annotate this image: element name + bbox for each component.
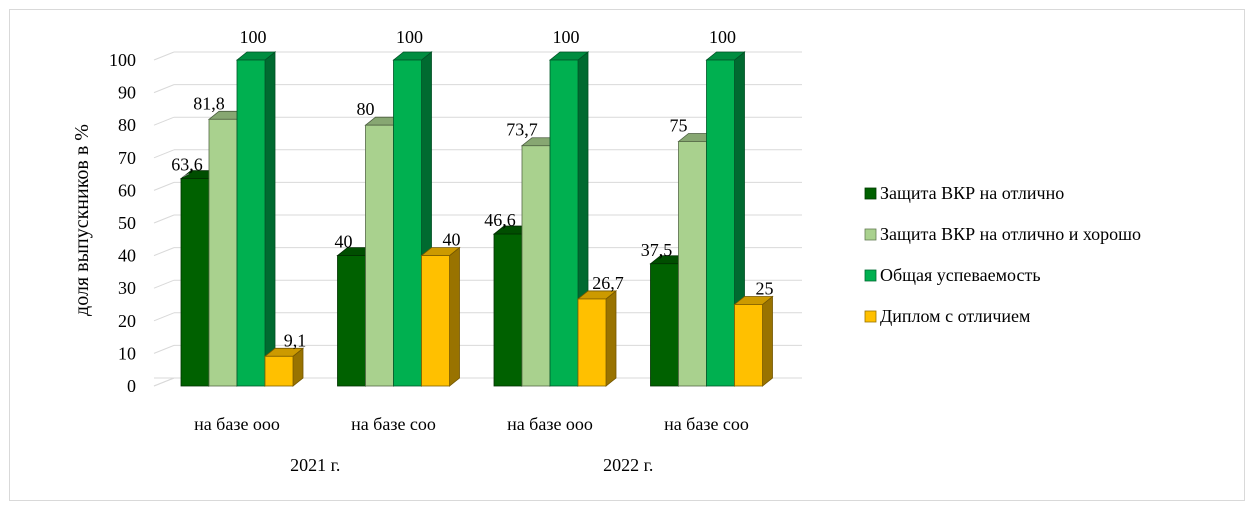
data-label: 73,7: [506, 120, 538, 140]
bar: [576, 290, 618, 387]
data-label: 40: [443, 230, 461, 250]
bar-front-face: [264, 355, 294, 387]
bar: [733, 295, 774, 387]
bar-front-face: [180, 178, 210, 387]
y-tick-label: 20: [118, 311, 136, 331]
bar-front-face: [678, 141, 707, 387]
data-label: 100: [709, 27, 736, 47]
bar-side-face: [449, 246, 460, 387]
y-tick-label: 10: [118, 343, 136, 363]
legend-swatch: [864, 187, 877, 200]
legend-swatch: [864, 310, 877, 323]
data-label: 26,7: [592, 273, 624, 293]
gridline-side: [153, 247, 175, 257]
bar: [420, 246, 461, 387]
legend-swatch: [864, 269, 877, 282]
bar-front-face: [493, 233, 523, 387]
data-label: 63,6: [171, 155, 203, 175]
legend-label: Защита ВКР на отлично и хорошо: [880, 224, 1141, 244]
data-label: 81,8: [193, 93, 225, 113]
gridline-side: [153, 312, 175, 322]
legend-item: Диплом с отличием: [864, 306, 1030, 326]
bar-side-face: [264, 51, 276, 387]
bar-front-face: [650, 263, 679, 387]
bar-front-face: [208, 118, 238, 387]
legend-item: Общая успеваемость: [864, 265, 1041, 285]
data-label: 40: [335, 232, 353, 252]
bar-front-face: [734, 304, 763, 387]
legend-swatch: [864, 228, 877, 241]
bar: [263, 347, 305, 387]
data-label: 37,5: [641, 240, 673, 260]
data-label: 100: [396, 27, 423, 47]
gridline-side: [153, 51, 175, 61]
bar-side-face: [762, 295, 773, 387]
x-category-label: на базе ооо: [507, 414, 593, 434]
labels-layer: 63,6 81,8 100 9,1 40 80 100 40 46,6 73,7 100 26,7 37…: [171, 27, 773, 350]
legend-item: Защита ВКР на отлично: [864, 183, 1064, 203]
bar-front-face: [577, 298, 607, 387]
y-tick-label: 100: [109, 50, 136, 70]
legend-layer: Защита ВКР на отлично Защита ВКР на отлич…: [864, 183, 1141, 326]
data-label: 25: [756, 279, 774, 299]
gridline-side: [153, 149, 175, 159]
bar-front-face: [393, 59, 422, 387]
data-label: 80: [357, 99, 375, 119]
bars-layer: [179, 51, 774, 387]
y-tick-label: 60: [118, 180, 136, 200]
chart-svg: 63,681,81009,140801004046,673,710026,737…: [71, 27, 1141, 475]
gridline-side: [153, 84, 175, 94]
y-tick-label: 30: [118, 278, 136, 298]
data-label: 75: [670, 116, 688, 136]
legend-item: Защита ВКР на отлично и хорошо: [864, 224, 1141, 244]
y-axis-title: доля выпускников в %: [71, 124, 93, 316]
legend-label: Общая успеваемость: [880, 265, 1041, 285]
y-tick-label: 70: [118, 148, 136, 168]
legend-label: Защита ВКР на отлично: [880, 183, 1064, 203]
gridline-side: [153, 181, 175, 191]
bar-front-face: [549, 59, 579, 387]
data-label: 100: [240, 27, 267, 47]
gridline-side: [153, 116, 175, 126]
axis-layer: 0 10 20 30 40 50 60 70 80 90 100 на базе ооо на базе…: [71, 50, 749, 475]
data-label: 100: [553, 27, 580, 47]
bar-front-face: [337, 255, 366, 387]
bar-front-face: [421, 255, 450, 387]
bar-front-face: [236, 59, 266, 387]
floor-edge: [153, 377, 175, 387]
data-label: 9,1: [284, 330, 307, 350]
gridline-side: [153, 344, 175, 354]
bar-front-face: [365, 124, 394, 387]
chart-frame: 63,6 81,8 100 9,1 40 80 100 40 46,6 73,7 100 26,7 37…: [9, 9, 1245, 501]
x-category-label: на базе соо: [664, 414, 749, 434]
x-category-label: на базе ооо: [194, 414, 280, 434]
legend-label: Диплом с отличием: [880, 306, 1030, 326]
y-tick-label: 0: [127, 376, 136, 396]
data-label: 46,6: [484, 210, 516, 230]
bar-front-face: [706, 59, 735, 387]
bar: [235, 51, 277, 387]
gridline-side: [153, 279, 175, 289]
y-tick-label: 80: [118, 115, 136, 135]
label-leader-line: [182, 173, 190, 178]
y-tick-label: 90: [118, 83, 136, 103]
x-group-label: 2022 г.: [603, 455, 653, 475]
x-category-label: на базе соо: [351, 414, 436, 434]
y-tick-label: 50: [118, 213, 136, 233]
x-group-label: 2021 г.: [290, 455, 340, 475]
bar-front-face: [521, 145, 551, 387]
bar-side-face: [605, 290, 617, 387]
y-tick-label: 40: [118, 246, 136, 266]
gridline-side: [153, 214, 175, 224]
